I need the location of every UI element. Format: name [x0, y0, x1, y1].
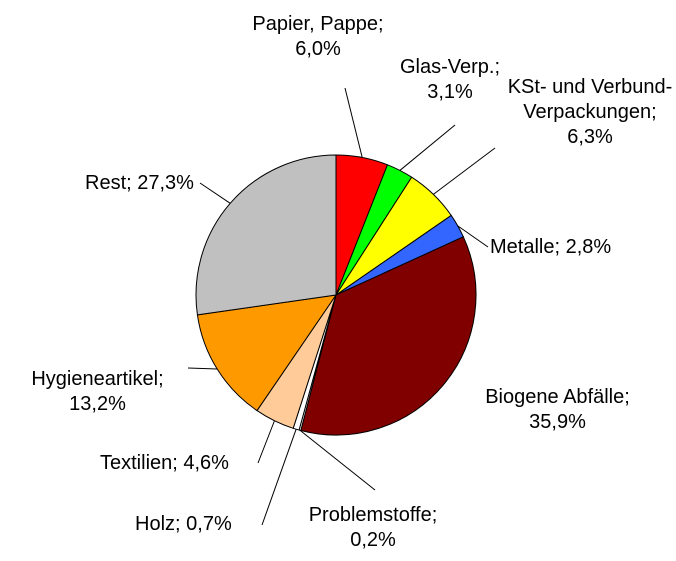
- leader-line: [187, 367, 218, 370]
- slice-label: Rest; 27,3%: [85, 171, 194, 196]
- slice-label: KSt- und Verbund-Verpackungen; 6,3%: [500, 75, 676, 150]
- label-text: 13,2%: [69, 393, 126, 415]
- label-text: Metalle;: [490, 236, 561, 258]
- label-text: Glas-Verp.;: [399, 56, 501, 78]
- label-text: Papier, Pappe;: [252, 13, 384, 35]
- slice-label: Metalle; 2,8%: [490, 235, 611, 260]
- slice-label: Problemstoffe; 0,2%: [283, 503, 463, 553]
- label-text: 0,2%: [350, 529, 396, 551]
- slice-label: Papier, Pappe; 6,0%: [243, 12, 393, 62]
- leader-line: [344, 87, 363, 158]
- slice-label: Glas-Verp.; 3,1%: [380, 55, 520, 105]
- leader-line: [299, 429, 376, 491]
- label-text: 27,3%: [137, 172, 194, 194]
- leader-line: [261, 429, 297, 526]
- label-text: KSt- und Verbund-Verpackungen;: [507, 76, 673, 123]
- label-text: 3,1%: [427, 81, 473, 103]
- slice-label: Hygieneartikel; 13,2%: [10, 367, 185, 417]
- slice-label: Holz; 0,7%: [135, 512, 232, 537]
- label-text: Problemstoffe;: [308, 504, 438, 526]
- pie-slice: [195, 154, 337, 316]
- leader-line: [433, 147, 496, 195]
- leader-line: [199, 182, 231, 204]
- pie-slice: [300, 236, 477, 436]
- label-text: Hygieneartikel;: [31, 368, 164, 390]
- label-text: 6,0%: [295, 38, 341, 60]
- label-text: Rest;: [85, 172, 132, 194]
- label-text: 4,6%: [183, 452, 229, 474]
- label-text: Biogene Abfälle;: [485, 386, 630, 408]
- slice-label: Textilien; 4,6%: [100, 451, 229, 476]
- label-text: 0,7%: [186, 513, 232, 535]
- leader-line: [457, 225, 489, 248]
- leader-line: [257, 420, 275, 464]
- label-text: Holz;: [135, 513, 181, 535]
- label-text: Textilien;: [100, 452, 178, 474]
- label-text: 35,9%: [529, 411, 586, 433]
- leader-line: [399, 124, 456, 171]
- label-text: 2,8%: [565, 236, 612, 258]
- slice-label: Biogene Abfälle; 35,9%: [470, 385, 645, 435]
- label-text: 6,3%: [567, 126, 613, 148]
